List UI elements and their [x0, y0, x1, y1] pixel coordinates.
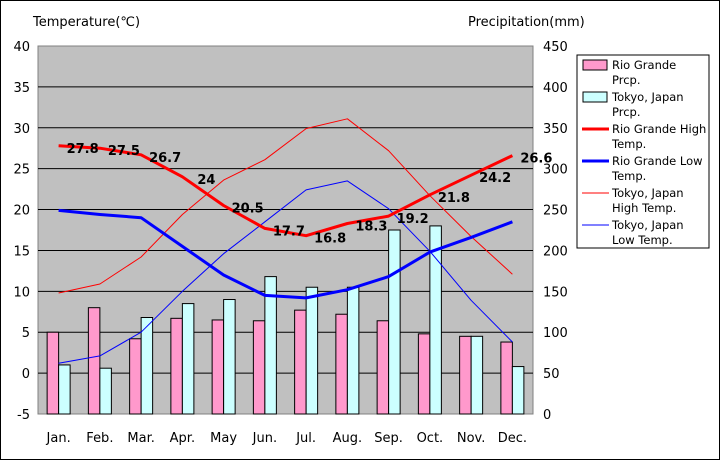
right-axis-title: Precipitation(mm)	[468, 15, 585, 30]
left-tick-label: -5	[17, 408, 30, 423]
legend-label-tk_low: Low Temp.	[612, 233, 673, 247]
rg_prcp-bar	[294, 309, 307, 415]
right-axis-ticks: 0 50 100 150 200 250 300 350 400 450	[543, 40, 568, 423]
x-axis-ticks: Jan. Feb. Mar. Apr. May Jun. Jul. Aug. Sep. Oct. N…	[46, 431, 527, 446]
left-tick-label: 0	[22, 367, 30, 382]
right-tick-label: 400	[543, 81, 568, 96]
right-tick-label: 100	[543, 326, 568, 341]
legend-label-rg_prcp: Rio Grande	[612, 58, 676, 72]
line-series	[58, 118, 514, 364]
data-label: 18.3	[355, 219, 387, 234]
x-tick-label: May	[210, 431, 237, 446]
legend-swatch-rg_prcp	[582, 59, 608, 71]
rg_prcp-bar	[211, 319, 225, 415]
left-tick-label: 10	[13, 285, 30, 300]
x-tick-label: Feb.	[86, 431, 113, 446]
legend-label-rg_low: Rio Grande Low	[612, 154, 703, 168]
tk_prcp-bar	[223, 299, 236, 415]
tk_prcp-bar	[470, 335, 484, 415]
rg_prcp-bar	[129, 338, 142, 415]
tk_prcp-bar	[305, 286, 319, 415]
legend-label-rg_high: Temp.	[611, 137, 646, 151]
left-tick-label: 20	[13, 204, 30, 219]
x-tick-label: Dec.	[498, 431, 527, 446]
x-tick-label: Oct.	[417, 431, 444, 446]
rg_prcp-bar	[170, 317, 183, 415]
legend-label-tk_prcp: Tokyo, Japan	[611, 90, 684, 104]
data-label: 21.8	[438, 191, 470, 206]
tk_prcp-bar	[99, 367, 112, 415]
right-tick-label: 250	[543, 204, 568, 219]
data-label: 24	[197, 173, 215, 188]
rg_prcp-bar	[252, 320, 266, 415]
data-label: 19.2	[397, 212, 429, 227]
left-tick-label: 15	[13, 244, 30, 259]
right-tick-label: 50	[543, 367, 560, 382]
right-tick-label: 350	[543, 122, 568, 137]
tk_prcp-bar	[429, 225, 442, 415]
x-tick-label: Jun.	[252, 431, 277, 446]
data-label: 17.7	[273, 224, 305, 239]
data-label: 24.2	[479, 171, 511, 186]
data-label: 26.7	[149, 151, 181, 166]
right-tick-label: 0	[543, 408, 551, 423]
legend-label-rg_low: Temp.	[611, 169, 646, 183]
rg_prcp-bar	[376, 320, 390, 415]
tk_prcp-bar	[58, 364, 71, 415]
left-axis-title: Temperature(℃)	[32, 15, 140, 30]
data-labels: 27.8 27.5 26.7 24 20.5 17.7 16.8 18.3 19.2 21.8 24…	[67, 142, 553, 247]
data-label: 16.8	[314, 232, 346, 247]
legend-swatch-tk_prcp	[582, 91, 608, 103]
right-tick-label: 150	[543, 285, 568, 300]
rg_prcp-bar	[46, 331, 60, 415]
rg_prcp-bar	[459, 335, 472, 415]
data-label: 27.8	[67, 142, 99, 157]
tk_prcp-bar	[388, 229, 401, 415]
x-tick-label: Mar.	[127, 431, 154, 446]
right-tick-label: 450	[543, 40, 568, 55]
rg_low-line	[58, 208, 513, 300]
x-tick-label: Apr.	[170, 431, 195, 446]
x-tick-label: Sep.	[374, 431, 403, 446]
tk_low-line	[58, 180, 513, 364]
right-tick-label: 300	[543, 163, 568, 178]
tk_prcp-bar	[140, 317, 154, 415]
rg_prcp-bar	[500, 341, 513, 415]
tk_prcp-bar	[264, 276, 277, 415]
right-tick-label: 200	[543, 244, 568, 259]
left-axis-ticks: -5 0 5 10 15 20 25 30 35 40	[13, 40, 30, 423]
left-tick-label: 30	[13, 122, 30, 137]
left-tick-label: 40	[13, 40, 30, 55]
tk_high-line	[58, 118, 513, 294]
left-tick-label: 35	[13, 81, 30, 96]
bar-series	[46, 225, 525, 415]
legend-label-rg_high: Rio Grande High	[612, 122, 706, 136]
tk_prcp-bar	[346, 286, 360, 415]
data-label: 27.5	[108, 144, 140, 159]
tk_prcp-bar	[181, 303, 195, 415]
x-tick-label: Jan.	[46, 431, 71, 446]
rg_prcp-bar	[335, 313, 348, 415]
legend-label-tk_high: Tokyo, Japan	[611, 186, 684, 200]
legend-label-rg_prcp: Prcp.	[612, 73, 641, 87]
x-tick-label: Jul.	[295, 431, 316, 446]
legend-label-tk_low: Tokyo, Japan	[611, 218, 684, 232]
rg_prcp-bar	[87, 307, 101, 415]
left-tick-label: 25	[13, 163, 30, 178]
rg_high-line	[58, 144, 514, 238]
x-tick-label: Aug.	[333, 431, 363, 446]
legend-label-tk_high: High Temp.	[612, 201, 676, 215]
legend-box	[576, 54, 710, 249]
left-tick-label: 5	[22, 326, 30, 341]
data-label: 26.6	[520, 152, 552, 167]
tk_prcp-bar	[511, 366, 525, 415]
plot-area	[37, 45, 534, 415]
rg_prcp-bar	[417, 333, 431, 415]
gridlines	[38, 86, 533, 374]
legend-label-tk_prcp: Prcp.	[612, 105, 641, 119]
x-tick-label: Nov.	[457, 431, 486, 446]
data-label: 20.5	[232, 201, 264, 216]
